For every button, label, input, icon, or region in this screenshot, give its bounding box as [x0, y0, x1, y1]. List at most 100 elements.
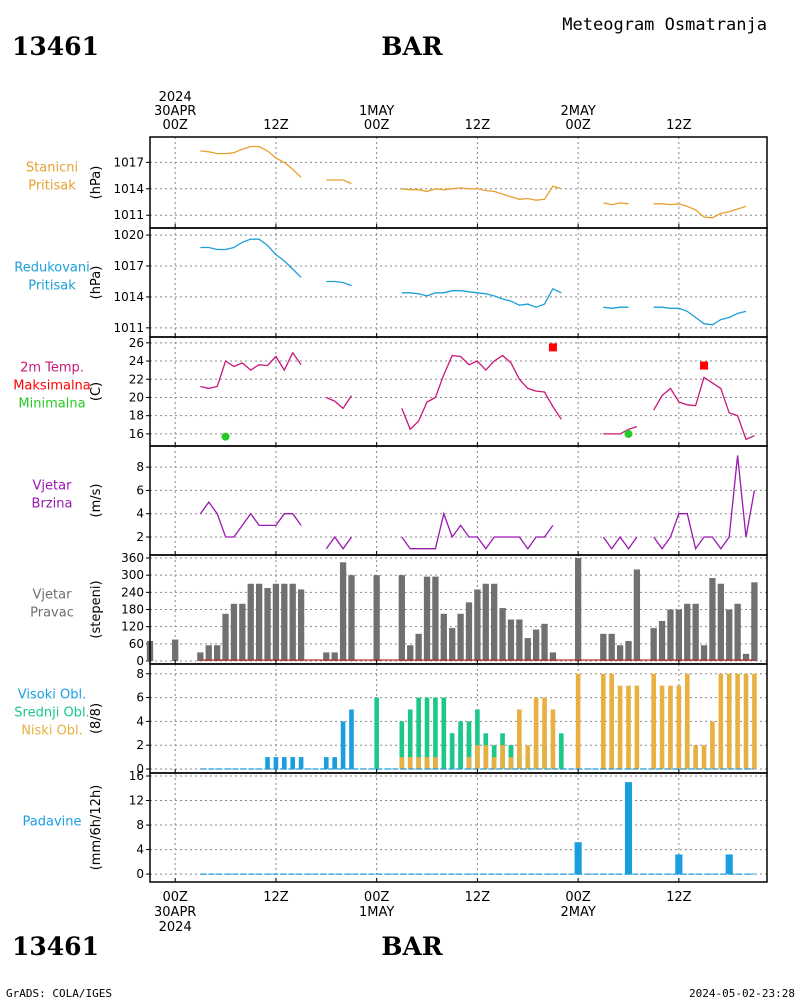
panel-title: Padavine: [23, 815, 82, 830]
bar-wind_direction: [751, 582, 758, 661]
panel-clouds: 0 2 4 6 8 (8/8)Visoki Obl. Srednji Obl. Niski O…: [14, 663, 768, 776]
bar-wind_direction: [348, 575, 355, 661]
bar-wind_direction: [407, 645, 414, 661]
bar-clouds: [676, 685, 682, 769]
y-tick-label: 120: [121, 620, 144, 634]
bar-wind_direction: [491, 583, 498, 661]
station-id-bottom: 13461: [12, 932, 99, 961]
bar-wind_direction: [658, 620, 666, 661]
series-line: [603, 202, 629, 206]
panel-title: Maksimalna: [13, 379, 91, 394]
bar-wind_direction: [297, 589, 305, 661]
bar-wind_direction: [541, 623, 548, 661]
bar-precipitation: [574, 842, 582, 875]
bar-wind_direction: [449, 628, 456, 661]
y-tick-label: 1017: [113, 259, 144, 273]
bar-wind_direction: [675, 609, 683, 661]
bar-clouds: [491, 757, 497, 769]
time-label-top: 12Z: [666, 118, 692, 133]
panel-title: 2m Temp.: [20, 361, 84, 376]
bar-clouds: [718, 673, 724, 769]
series-line: [603, 306, 629, 309]
panel-title: Minimalna: [18, 397, 85, 412]
bar-precipitation: [624, 782, 633, 875]
panel-reduced_pressure: 1011 1014 1017 1020 (hPa)Redukovani Pritisak: [14, 227, 768, 338]
y-tick-label: 2: [136, 738, 144, 752]
bar-wind_direction: [616, 645, 624, 661]
bar-wind_direction: [247, 583, 254, 661]
bar-wind_direction: [222, 613, 229, 661]
time-label-bottom: 12Z: [666, 890, 692, 905]
bar-clouds: [575, 673, 581, 769]
bar-clouds: [466, 721, 472, 769]
y-tick-label: 6: [136, 691, 144, 705]
y-tick-label: 20: [129, 390, 144, 404]
bar-clouds: [475, 709, 480, 769]
bar-clouds: [693, 745, 698, 769]
bar-clouds: [433, 757, 438, 769]
series-line: [200, 351, 302, 390]
time-label-bottom: 1MAY: [359, 905, 394, 920]
bar-wind_direction: [205, 645, 212, 661]
panel-title: Pravac: [30, 606, 74, 621]
bar-precipitation: [725, 854, 733, 875]
y-tick-label: 60: [129, 637, 144, 651]
bar-wind_direction: [608, 633, 615, 661]
bar-wind_direction: [373, 575, 380, 661]
bar-clouds: [701, 745, 707, 769]
y-tick-label: 0: [136, 654, 144, 668]
bar-wind_direction: [230, 603, 238, 661]
tmax-marker: [700, 361, 709, 370]
series-line: [653, 203, 747, 219]
bar-clouds: [651, 673, 656, 769]
series-line: [326, 395, 353, 410]
bar-clouds: [290, 757, 296, 769]
series-line: [326, 280, 352, 287]
bar-clouds: [433, 697, 438, 769]
y-axis-label: (stepeni): [89, 580, 104, 638]
time-label-top: 00Z: [162, 118, 188, 133]
y-axis-label: (C): [89, 382, 104, 401]
series-line: [603, 425, 638, 435]
bar-clouds: [466, 757, 472, 769]
bar-clouds: [265, 757, 270, 769]
bar-clouds: [374, 697, 379, 769]
y-tick-label: 16: [129, 769, 144, 783]
station-id-top: 13461: [12, 32, 99, 61]
bar-clouds: [550, 709, 556, 769]
bar-wind_direction: [465, 602, 473, 661]
bar-wind_direction: [457, 613, 464, 661]
time-label-bottom: 00Z: [364, 890, 390, 905]
bar-wind_direction: [281, 583, 288, 661]
bar-clouds: [626, 685, 631, 769]
panel-title: Vjetar: [33, 479, 73, 494]
y-tick-label: 16: [129, 427, 144, 441]
time-label-bottom: 12Z: [263, 890, 289, 905]
bar-clouds: [298, 757, 304, 769]
bar-wind_direction: [432, 576, 439, 661]
panel-temperature: 16 18 20 22 24 26 (C) 2m Temp. Maksimalna Minimal…: [13, 336, 768, 447]
series-line: [401, 185, 562, 201]
bar-clouds: [323, 757, 329, 769]
tmax-marker: [548, 343, 557, 352]
bar-wind_direction: [692, 603, 699, 661]
y-tick-label: 2: [136, 530, 144, 544]
y-tick-label: 22: [129, 372, 144, 386]
bar-wind_direction: [625, 640, 632, 661]
time-label-bottom: 00Z: [565, 890, 591, 905]
bar-wind_direction: [726, 609, 733, 661]
bar-precipitation: [675, 854, 683, 875]
bar-clouds: [609, 673, 615, 769]
panel-title: Brzina: [32, 497, 73, 512]
bar-clouds: [416, 757, 421, 769]
bar-clouds: [441, 697, 447, 769]
bar-clouds: [407, 757, 413, 769]
y-tick-label: 1014: [113, 182, 144, 196]
bar-clouds: [349, 709, 354, 769]
time-label-top: 12Z: [465, 118, 491, 133]
bar-clouds: [416, 697, 421, 769]
series-line: [401, 511, 554, 550]
time-label-top: 00Z: [565, 118, 591, 133]
time-label-bottom: 00Z: [162, 890, 188, 905]
